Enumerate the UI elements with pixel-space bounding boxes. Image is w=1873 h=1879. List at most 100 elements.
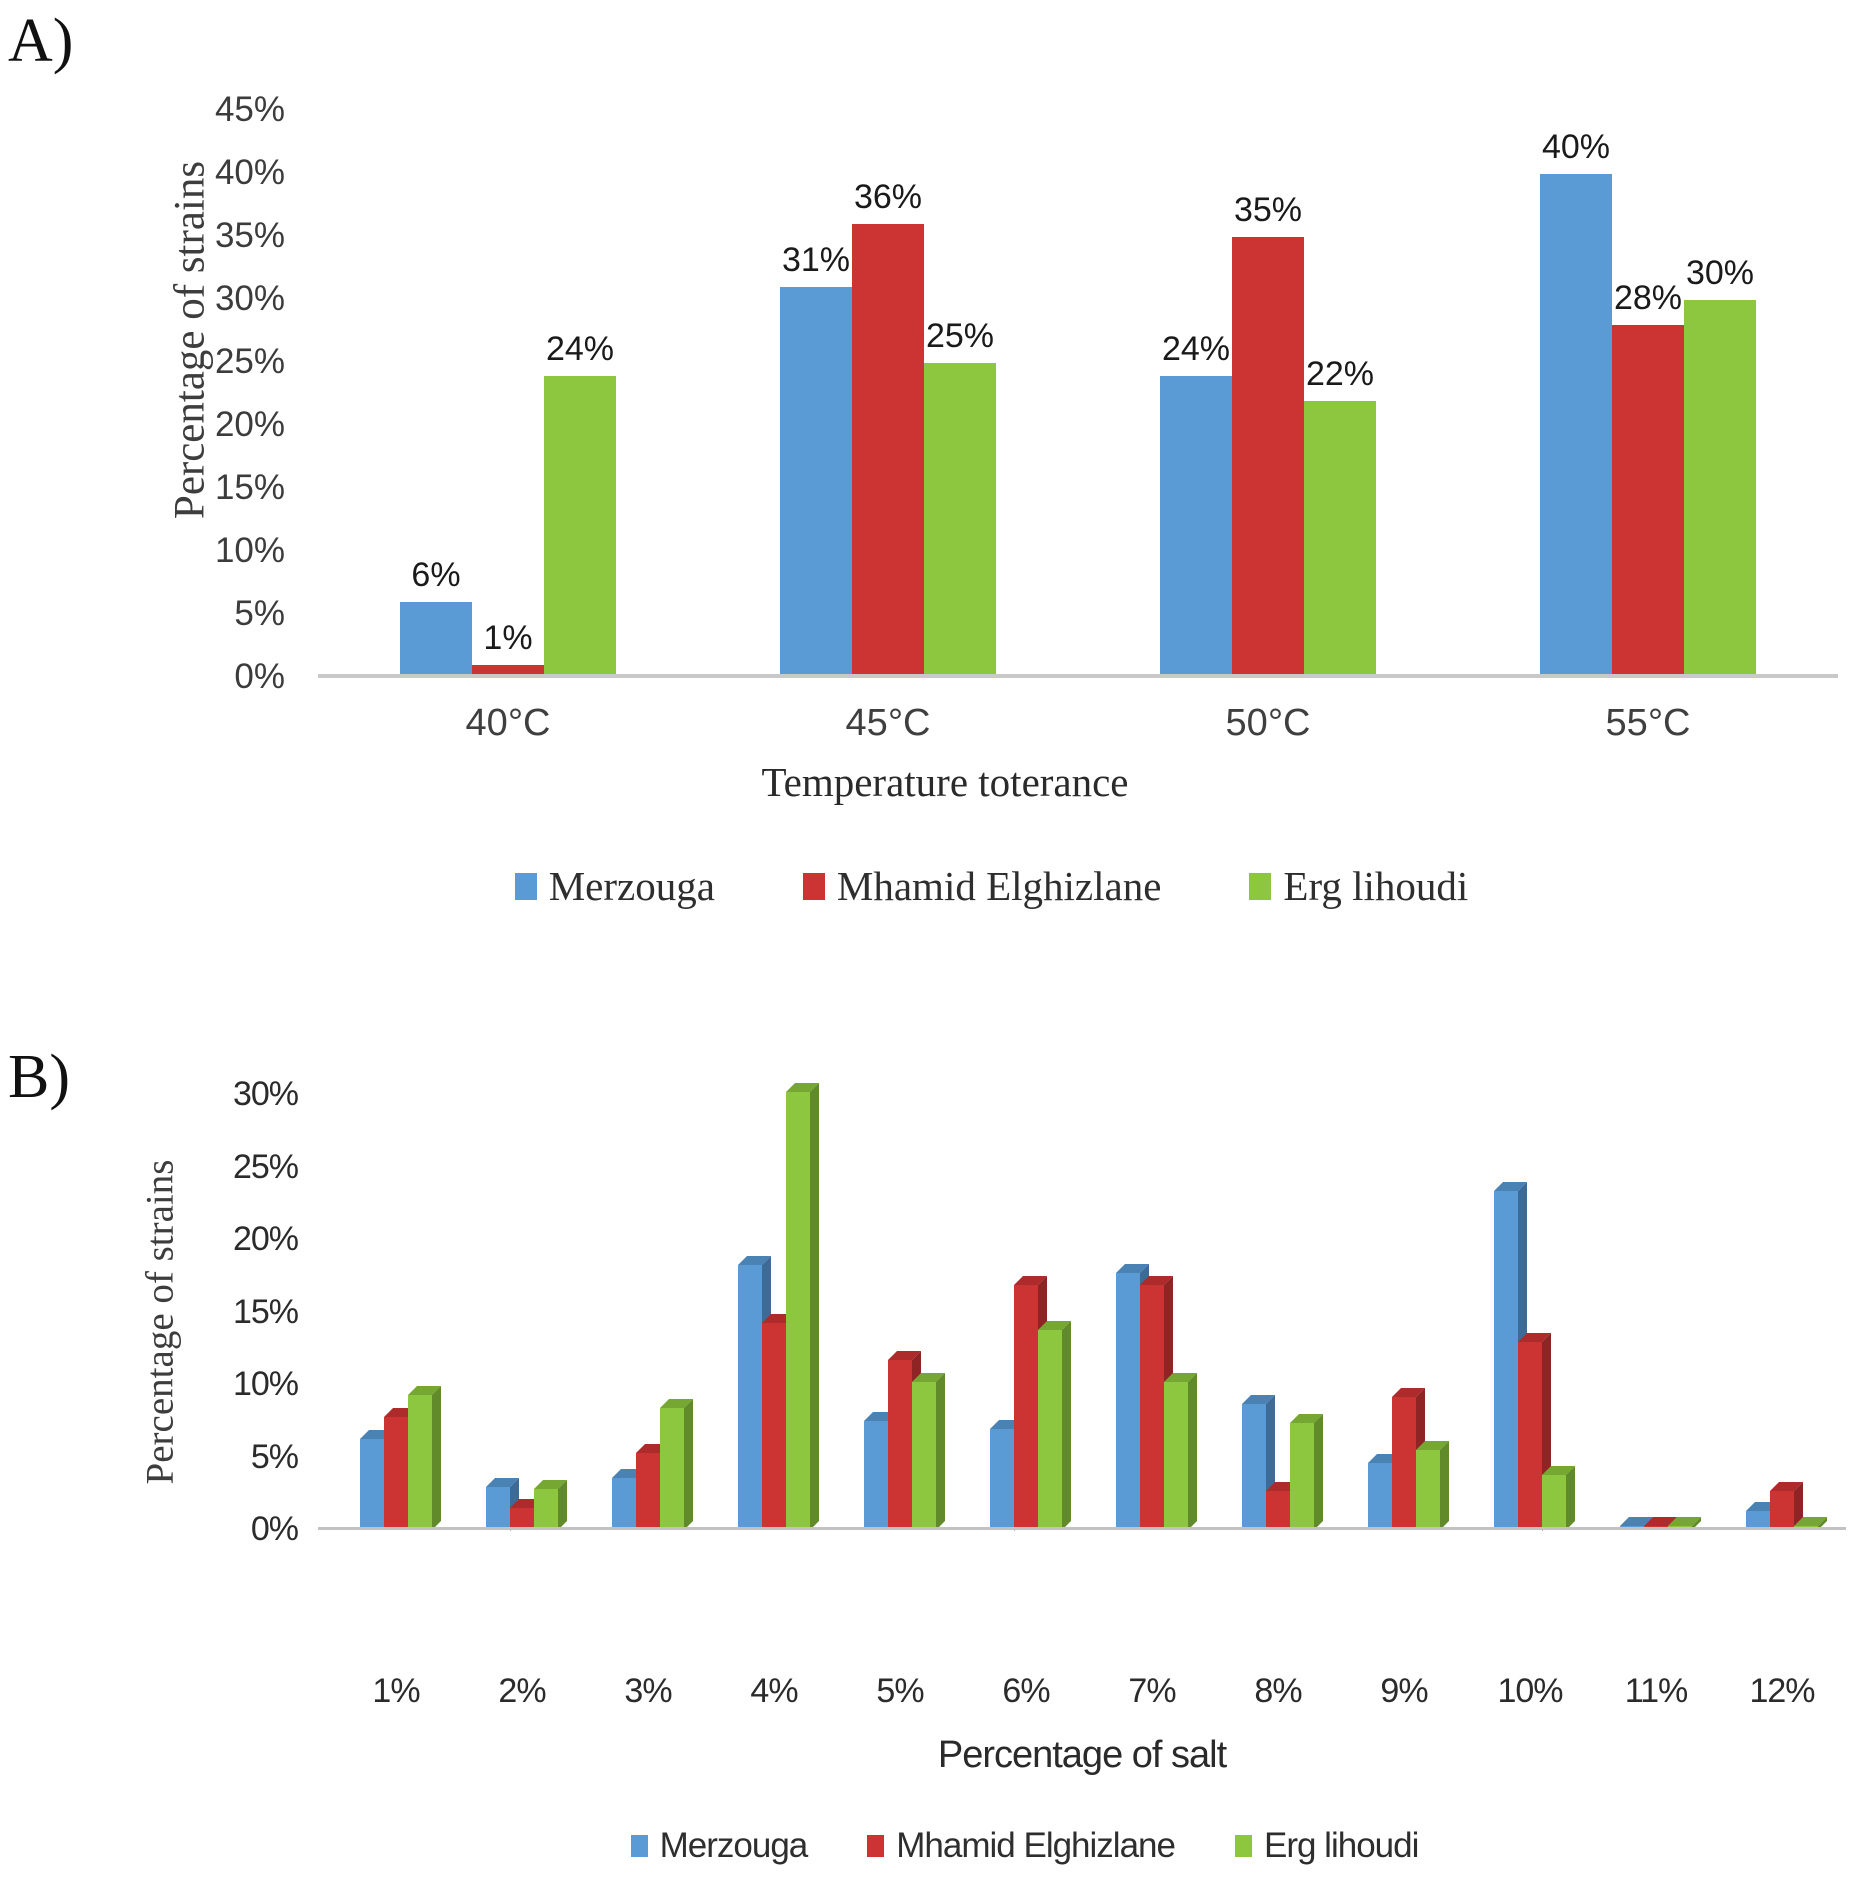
y-tick-label: 10%: [214, 531, 285, 570]
x-category-label: 7%: [1128, 1672, 1176, 1710]
bar-merzouga: [1368, 1463, 1392, 1530]
y-tick-label: 45%: [214, 90, 285, 129]
bar-erg-lihoudi-side-face: [684, 1399, 693, 1530]
chart-b-legend: Merzouga Mhamid Elghizlane Erg lihoudi: [88, 1826, 1873, 1866]
bar-erg-lihoudi: [408, 1395, 432, 1530]
bar-erg-lihoudi-side-face: [936, 1373, 945, 1530]
y-tick-label: 30%: [232, 1075, 299, 1113]
bar-merzouga: [400, 602, 472, 678]
bar-erg-lihoudi: [1290, 1422, 1314, 1530]
x-category-label: 1%: [372, 1672, 420, 1710]
chart-b-x-axis-line: [318, 1527, 1846, 1530]
bar-merzouga: [360, 1438, 384, 1530]
bar-merzouga: [1242, 1403, 1266, 1530]
y-tick-label: 20%: [214, 405, 285, 444]
bar-merzouga: [1540, 174, 1612, 678]
bar-mhamid-elghizlane: [510, 1508, 534, 1530]
x-category-label: 11%: [1624, 1672, 1689, 1710]
merzouga-swatch-icon: [630, 1835, 648, 1857]
bar-erg-lihoudi: [912, 1382, 936, 1530]
legend-item-merzouga[interactable]: Merzouga: [630, 1826, 809, 1866]
bar-erg-lihoudi: [534, 1489, 558, 1530]
x-category-label: 8%: [1254, 1672, 1302, 1710]
x-category-label: 2%: [498, 1672, 546, 1710]
bar-value-label: 31%: [781, 241, 851, 280]
y-tick-label: 35%: [214, 216, 285, 255]
x-category-label: 45°C: [845, 702, 931, 744]
bar-erg-lihoudi: [1164, 1382, 1188, 1530]
bar-value-label: 35%: [1233, 191, 1303, 229]
bar-mhamid-elghizlane: [888, 1360, 912, 1530]
bar-value-label: 24%: [1161, 329, 1231, 368]
legend-label: Mhamid Elghizlane: [896, 1826, 1176, 1865]
x-category-label: 3%: [624, 1672, 672, 1710]
bar-merzouga: [1160, 375, 1232, 678]
bar-merzouga: [780, 287, 852, 678]
bar-erg-lihoudi: [924, 363, 996, 678]
x-category-label: 40°C: [465, 702, 551, 744]
x-category-label: 55°C: [1605, 702, 1691, 744]
bar-merzouga: [864, 1421, 888, 1530]
bar-merzouga: [486, 1486, 510, 1530]
bar-erg-lihoudi: [544, 375, 616, 678]
x-category-label: 4%: [750, 1672, 798, 1710]
legend-item-erg-lihoudi[interactable]: Erg lihoudi: [1249, 862, 1468, 910]
bar-erg-lihoudi: [1542, 1474, 1566, 1530]
x-category-label: 10%: [1497, 1672, 1563, 1710]
bar-mhamid-elghizlane: [1612, 325, 1684, 678]
chart-a-plot-area: 0% 5% 10% 15% 20% 25% 30% 35% 40% 45% 6% 31% 24% 40% 1…: [214, 90, 1756, 744]
x-category-label: 5%: [876, 1672, 924, 1710]
bar-value-label: 24%: [545, 329, 615, 368]
y-tick-label: 15%: [214, 468, 285, 507]
y-tick-label: 30%: [214, 279, 285, 318]
y-tick-label: 0%: [250, 1510, 299, 1548]
bar-mhamid-elghizlane: [1014, 1284, 1038, 1530]
chart-a-x-axis-line: [318, 674, 1838, 678]
mhamid-swatch-icon: [802, 872, 825, 900]
y-tick-label: 25%: [214, 342, 285, 381]
panel-b-label: B): [8, 1043, 70, 1111]
bar-erg-lihoudi-side-face: [1062, 1320, 1071, 1530]
bar-value-label: 1%: [483, 619, 533, 658]
bar-erg-lihoudi: [1038, 1329, 1062, 1530]
bar-erg-lihoudi: [786, 1092, 810, 1530]
legend-item-mhamid-elghizlane[interactable]: Mhamid Elghizlane: [867, 1826, 1176, 1866]
bar-merzouga: [738, 1264, 762, 1530]
x-category-label: 50°C: [1225, 702, 1311, 744]
bar-merzouga: [1494, 1190, 1518, 1530]
y-tick-label: 25%: [232, 1147, 299, 1186]
bar-erg-lihoudi-side-face: [432, 1386, 441, 1530]
chart-b-plot-area: 0% 5% 10% 15% 20% 25% 30% 1% 2% 3% 4% 5% 6% 7% 8% 9% 10%…: [0, 0, 1873, 1710]
bar-value-label: 36%: [853, 178, 923, 217]
y-tick-label: 40%: [214, 153, 285, 192]
erg-lihoudi-swatch-icon: [1249, 872, 1272, 900]
legend-label: Erg lihoudi: [1263, 1826, 1419, 1865]
legend-item-mhamid-elghizlane[interactable]: Mhamid Elghizlane: [802, 862, 1161, 910]
bar-mhamid-elghizlane: [1518, 1341, 1542, 1530]
bar-erg-lihoudi-side-face: [1440, 1441, 1449, 1530]
legend-label: Merzouga: [548, 863, 715, 909]
bar-mhamid-elghizlane: [1770, 1490, 1794, 1530]
bar-erg-lihoudi-side-face: [810, 1083, 819, 1530]
bar-mhamid-elghizlane: [384, 1416, 408, 1530]
bar-merzouga: [1116, 1273, 1140, 1530]
legend-label: Merzouga: [659, 1826, 809, 1865]
y-tick-label: 15%: [232, 1292, 299, 1331]
y-tick-label: 5%: [234, 594, 285, 633]
erg-lihoudi-swatch-icon: [1234, 1835, 1252, 1857]
legend-item-erg-lihoudi[interactable]: Erg lihoudi: [1234, 1826, 1419, 1866]
bar-erg-lihoudi: [660, 1408, 684, 1530]
bar-value-label: 28%: [1613, 279, 1683, 318]
bar-merzouga: [612, 1477, 636, 1530]
bar-merzouga: [990, 1428, 1014, 1530]
chart-b-x-axis-title: Percentage of salt: [937, 1734, 1227, 1776]
bar-erg-lihoudi: [1304, 400, 1376, 678]
y-tick-label: 5%: [250, 1437, 299, 1476]
bar-mhamid-elghizlane: [636, 1453, 660, 1530]
mhamid-swatch-icon: [867, 1835, 885, 1857]
x-category-label: 6%: [1002, 1672, 1050, 1710]
legend-item-merzouga[interactable]: Merzouga: [514, 862, 715, 910]
bar-mhamid-elghizlane: [1140, 1284, 1164, 1530]
bar-mhamid-elghizlane: [762, 1322, 786, 1530]
bar-erg-lihoudi: [1416, 1450, 1440, 1530]
